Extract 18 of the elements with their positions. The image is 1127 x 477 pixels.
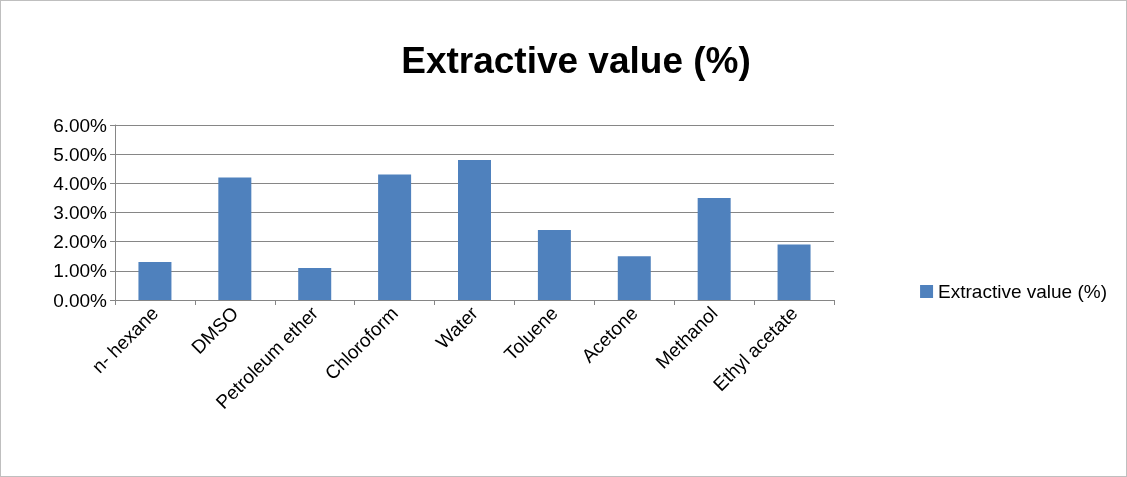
bar [617,256,651,300]
bar [298,267,332,300]
bar [458,160,491,300]
bar [537,230,571,300]
bar [697,197,731,300]
y-tick-label: 0.00% [53,289,108,311]
chart-title: Extractive value (%) [401,40,751,81]
y-tick-label: 3.00% [53,202,108,223]
y-tick-label: 6.00% [53,114,108,136]
bar [378,174,412,300]
y-tick-label: 1.00% [53,260,108,282]
bar [138,262,172,300]
y-tick-label: 4.00% [53,172,108,194]
bar [218,177,252,300]
legend-label: Extractive value (%) [938,281,1108,302]
y-tick-label: 2.00% [53,231,108,253]
bar [777,244,811,300]
y-tick-label: 5.00% [53,143,108,165]
